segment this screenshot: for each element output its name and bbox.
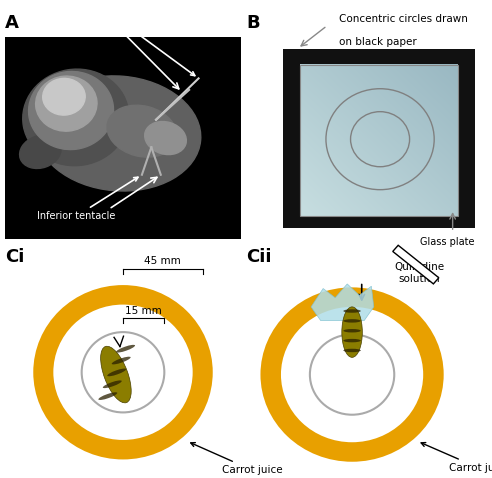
- Ellipse shape: [343, 339, 361, 342]
- Text: Glass plate: Glass plate: [421, 237, 475, 247]
- Bar: [283, 49, 475, 228]
- Ellipse shape: [145, 121, 186, 154]
- Text: Cii: Cii: [246, 249, 272, 266]
- Text: Concentric circles drawn: Concentric circles drawn: [339, 14, 468, 24]
- Ellipse shape: [20, 135, 61, 168]
- Text: Superior tentacle: Superior tentacle: [81, 18, 195, 76]
- Ellipse shape: [29, 72, 114, 150]
- Text: Ci: Ci: [5, 249, 24, 266]
- Ellipse shape: [343, 329, 361, 333]
- Ellipse shape: [343, 319, 361, 323]
- Circle shape: [33, 285, 213, 459]
- Ellipse shape: [342, 307, 362, 358]
- Ellipse shape: [116, 345, 135, 353]
- Ellipse shape: [112, 357, 130, 364]
- Polygon shape: [311, 284, 374, 321]
- Text: 15 mm: 15 mm: [125, 306, 162, 316]
- Text: on black paper: on black paper: [339, 37, 417, 47]
- Bar: [5, 37, 241, 239]
- Ellipse shape: [107, 369, 126, 376]
- Circle shape: [53, 304, 193, 440]
- Ellipse shape: [35, 76, 97, 131]
- Text: A: A: [5, 14, 19, 32]
- Ellipse shape: [343, 309, 361, 313]
- Ellipse shape: [98, 392, 117, 400]
- Ellipse shape: [343, 349, 361, 352]
- Text: Carrot juice: Carrot juice: [191, 443, 283, 475]
- Ellipse shape: [23, 69, 129, 166]
- Text: B: B: [246, 14, 260, 32]
- Text: Quinidine
solution: Quinidine solution: [395, 262, 445, 284]
- Ellipse shape: [43, 78, 85, 115]
- Text: 45 mm: 45 mm: [145, 256, 181, 266]
- Circle shape: [281, 307, 423, 442]
- Ellipse shape: [103, 380, 122, 388]
- Bar: [300, 65, 458, 216]
- Circle shape: [260, 287, 444, 462]
- Polygon shape: [393, 245, 439, 284]
- Text: Carrot juice: Carrot juice: [421, 443, 492, 473]
- Ellipse shape: [107, 105, 177, 157]
- Text: Inferior tentacle: Inferior tentacle: [36, 177, 138, 221]
- Ellipse shape: [101, 346, 131, 403]
- Ellipse shape: [36, 76, 201, 191]
